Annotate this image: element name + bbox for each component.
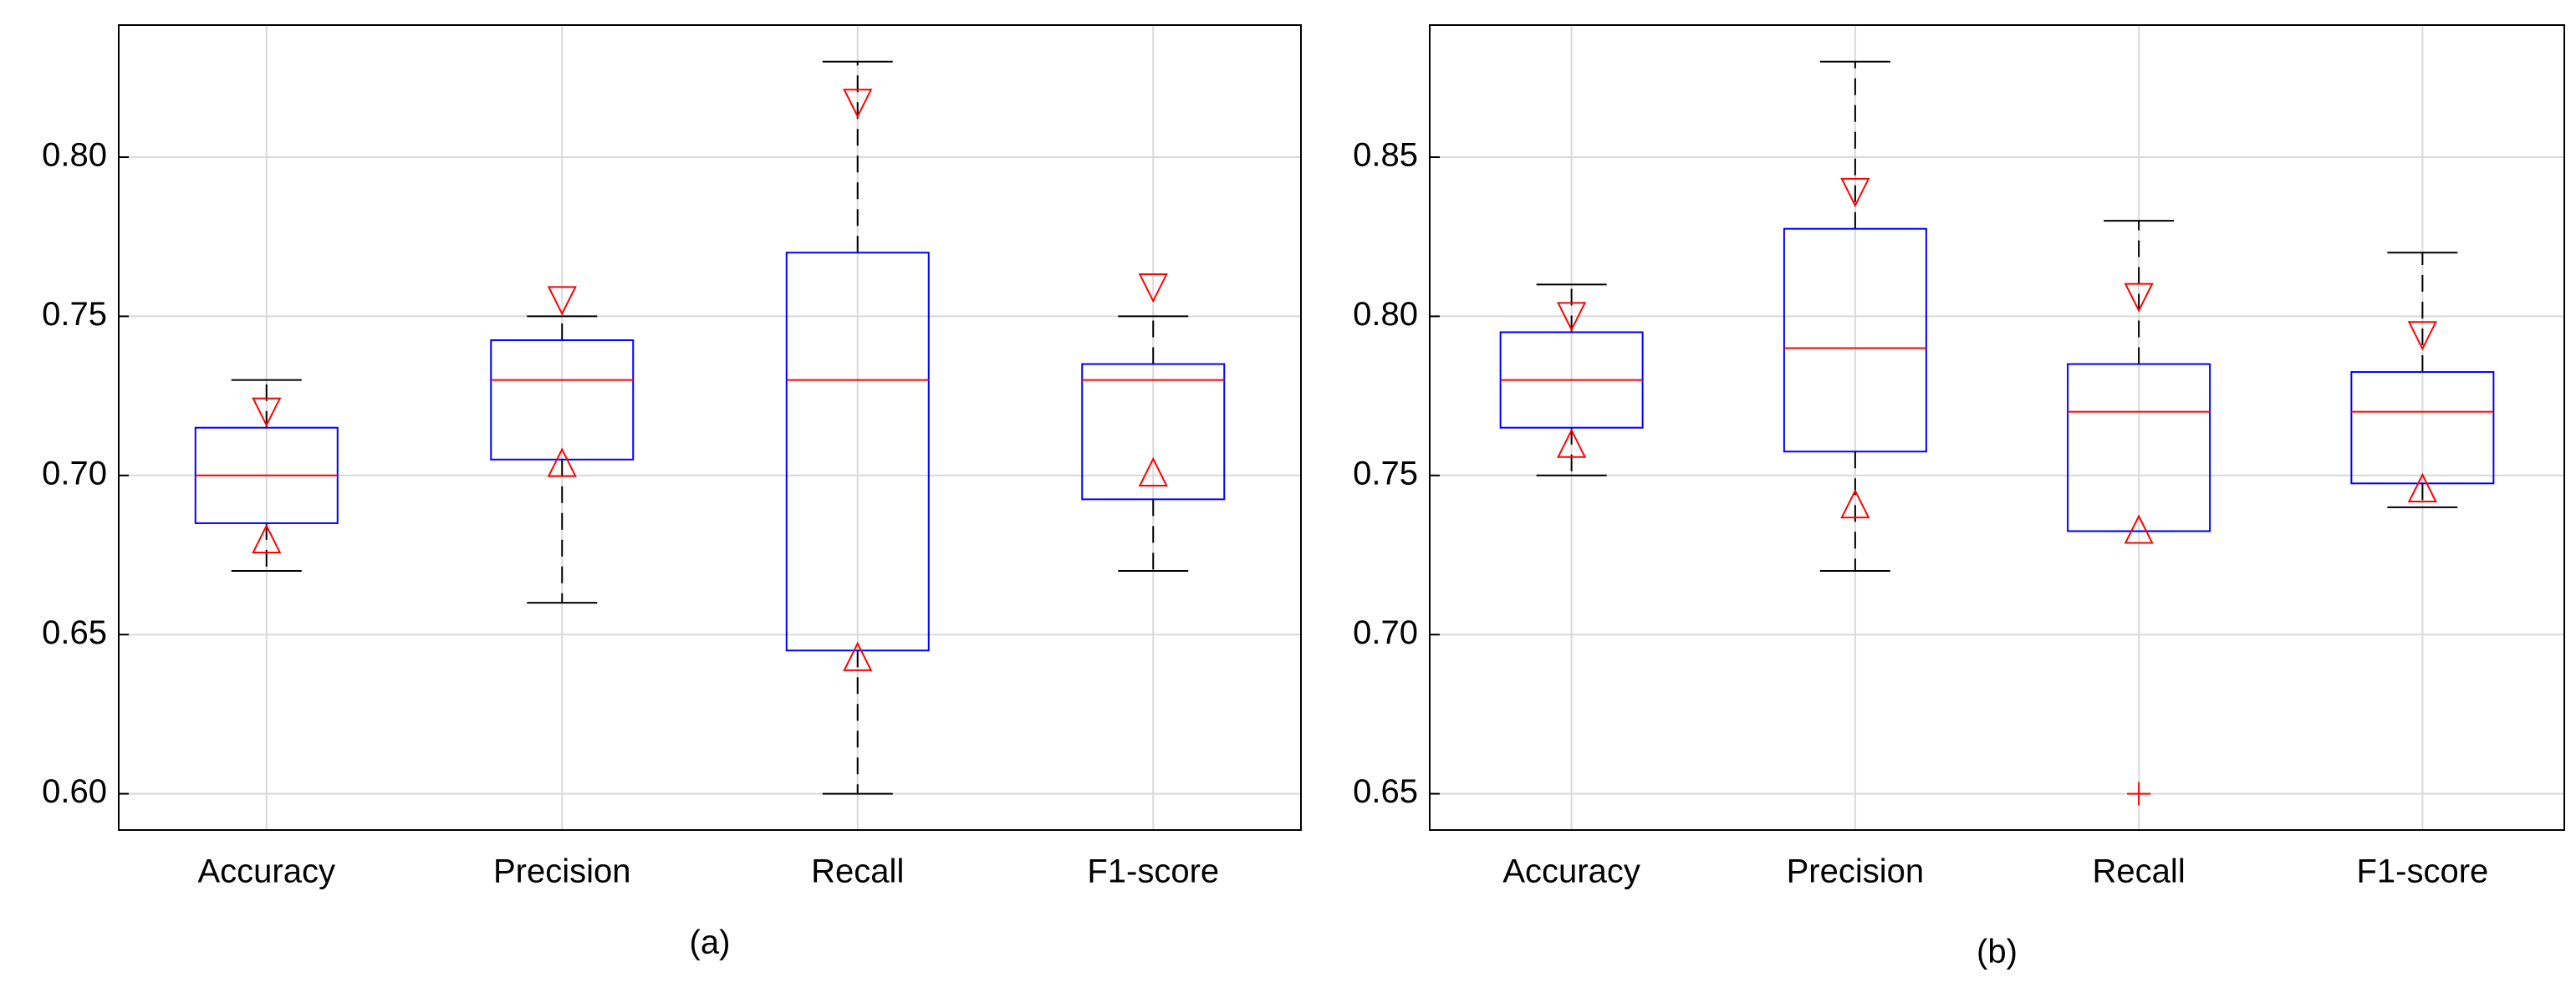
y-tick-label: 0.65 [42, 614, 107, 651]
notch-marker [1557, 428, 1587, 458]
x-tick-label: F1-score [1087, 853, 1219, 890]
outlier [2127, 782, 2151, 806]
x-tick-label: Recall [811, 853, 904, 890]
notch-marker [547, 447, 577, 477]
notch-marker [2407, 472, 2437, 503]
notch-marker [1840, 488, 1870, 519]
x-tick-label: Accuracy [198, 853, 336, 890]
box [2067, 363, 2211, 532]
notch-marker [1840, 177, 1870, 208]
box [785, 252, 930, 652]
axes-frame [118, 24, 1302, 831]
y-tick-label: 0.80 [42, 137, 107, 174]
y-tick-label: 0.65 [1353, 773, 1418, 810]
caption: (a) [690, 924, 731, 961]
box [1081, 363, 1226, 501]
notch-marker [843, 641, 873, 671]
y-tick-label: 0.70 [42, 455, 107, 491]
notch-marker [1138, 456, 1168, 486]
notch-marker [1138, 273, 1168, 303]
y-tick-label: 0.60 [42, 773, 107, 810]
box [490, 339, 635, 461]
axes-frame [1429, 24, 2565, 831]
y-tick-label: 0.70 [1353, 614, 1418, 651]
x-tick-label: Precision [1787, 853, 1925, 890]
notch-marker [2124, 283, 2154, 313]
notch-marker [843, 89, 873, 119]
y-tick-label: 0.75 [1353, 455, 1418, 491]
notch-marker [1557, 302, 1587, 332]
notch-marker [2124, 514, 2154, 544]
x-tick-label: Recall [2093, 853, 2186, 890]
x-tick-label: F1-score [2356, 853, 2488, 890]
notch-marker [547, 286, 577, 316]
caption: (b) [1977, 934, 2017, 970]
x-tick-label: Precision [493, 853, 631, 890]
notch-marker [2407, 321, 2437, 351]
x-tick-label: Accuracy [1502, 853, 1640, 890]
box [2350, 371, 2495, 485]
y-tick-label: 0.85 [1353, 137, 1418, 174]
notch-marker [252, 523, 282, 553]
notch-marker [252, 397, 282, 427]
y-tick-label: 0.75 [42, 296, 107, 333]
box [1783, 227, 1927, 453]
y-tick-label: 0.80 [1353, 296, 1418, 333]
